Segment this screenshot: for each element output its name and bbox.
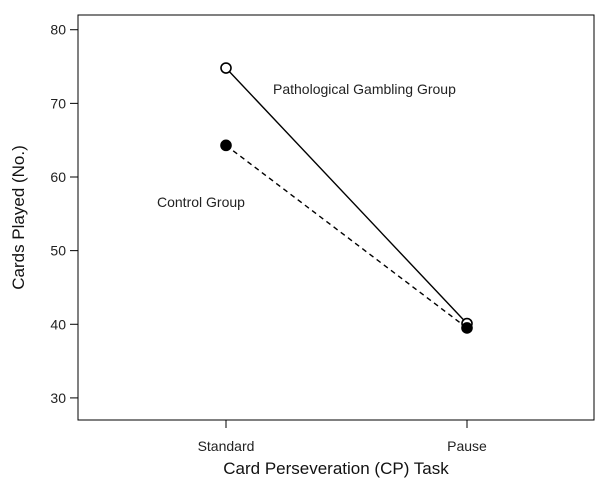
y-tick-label-60: 60 [50,169,66,185]
y-tick-label-30: 30 [50,390,66,406]
y-tick-label-80: 80 [50,22,66,38]
point-pathological-gambling-group-standard [220,62,232,74]
series-line-control-group [225,144,468,329]
x-axis: Standard Pause [198,420,487,454]
y-tick-label-40: 40 [50,316,66,332]
y-tick-label-70: 70 [50,95,66,111]
x-tick-label-standard: Standard [198,438,255,454]
series-line-pathological-gambling-group [225,67,468,325]
point-control-group-standard [220,139,232,152]
series-layer [220,62,473,334]
x-tick-label-pause: Pause [447,438,487,454]
point-control-group-pause [461,322,473,334]
y-axis: 30 40 50 60 70 80 [50,22,78,406]
series-label-control-group: Control Group [157,194,245,210]
y-axis-title: Cards Played (No.) [9,145,28,290]
plot-frame [77,14,595,421]
x-axis-title: Card Perseveration (CP) Task [223,459,449,478]
y-tick-label-50: 50 [50,243,66,259]
series-label-pathological-gambling-group: Pathological Gambling Group [273,81,456,97]
